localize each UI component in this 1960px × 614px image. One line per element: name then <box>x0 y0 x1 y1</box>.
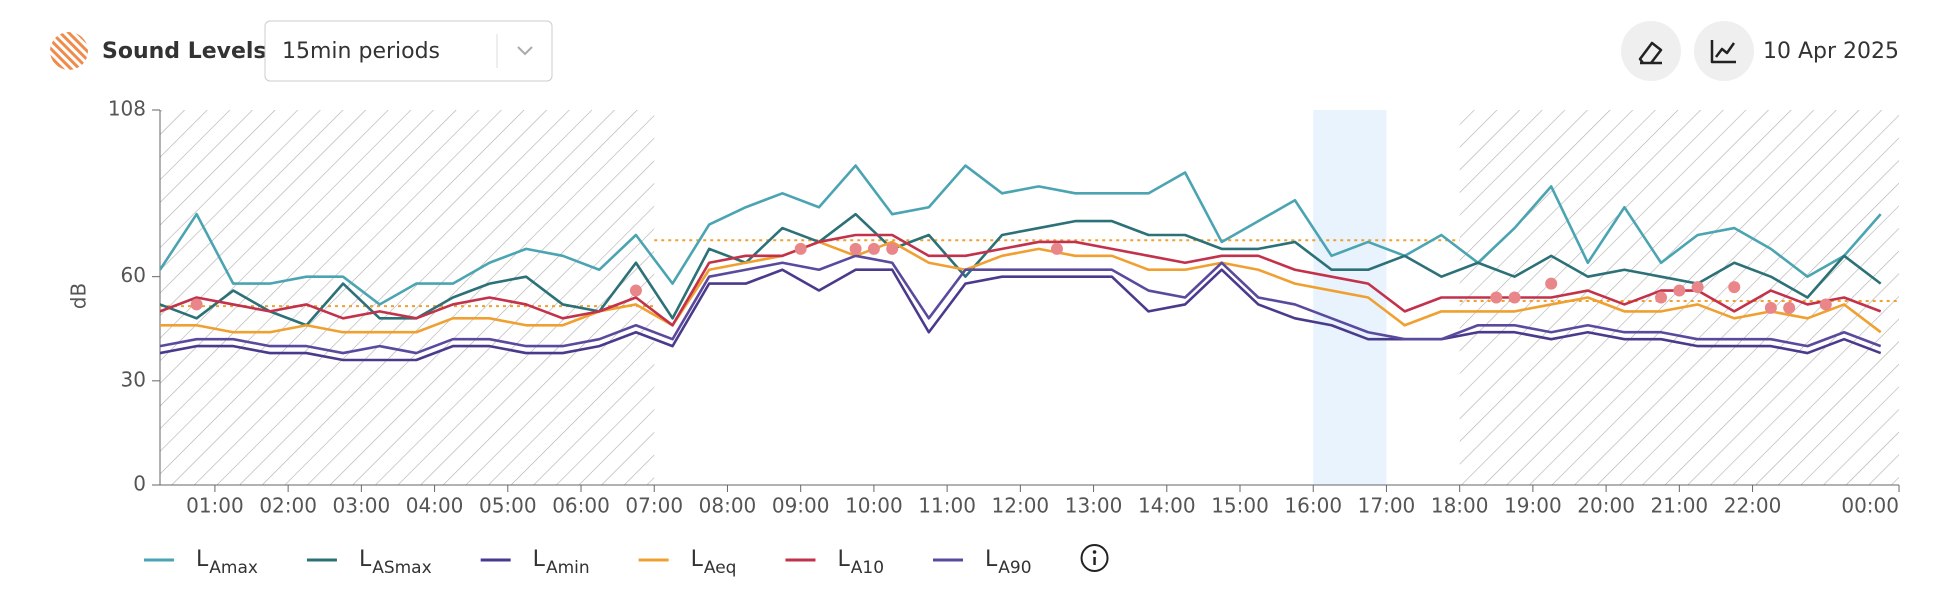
x-tick-label: 15:00 <box>1211 494 1269 518</box>
series-line <box>159 233 1882 327</box>
period-dropdown[interactable]: 15min periods <box>264 20 553 82</box>
legend-subscript: A90 <box>998 558 1031 578</box>
x-tick-label: 21:00 <box>1651 494 1709 518</box>
legend: L Amax L ASmax L Amin L Aeq L A10 L A90 <box>144 544 1109 578</box>
legend-item[interactable]: L Amax <box>144 547 258 578</box>
x-tick-label: 04:00 <box>406 494 464 518</box>
x-tick-label: 22:00 <box>1724 494 1782 518</box>
highlight-period <box>1313 110 1387 485</box>
date: 10 Apr 2025 <box>1763 39 1899 64</box>
x-tick-label: 00:00 <box>1841 494 1899 518</box>
legend-item[interactable]: L Aeq <box>638 547 737 578</box>
x-tick-label: 06:00 <box>552 494 610 518</box>
legend-item[interactable]: L A90 <box>933 547 1032 578</box>
legend-symbol: L <box>691 547 704 572</box>
legend-symbol: L <box>985 547 998 572</box>
dropdown-value: 15min periods <box>282 39 440 64</box>
exceedance-marker <box>629 284 642 297</box>
x-tick-label: 13:00 <box>1065 494 1123 518</box>
info-icon[interactable] <box>1080 544 1109 572</box>
y-tick-label: 0 <box>133 472 146 496</box>
logo <box>50 32 88 70</box>
exceedance-marker <box>1728 281 1741 294</box>
exceedance-marker <box>1691 281 1704 294</box>
exceedance-marker <box>1764 301 1777 314</box>
series-line <box>159 254 1882 355</box>
legend-symbol: L <box>533 547 546 572</box>
eraser-icon <box>1638 41 1663 65</box>
legend-subscript: A10 <box>851 558 884 578</box>
exceedance-marker <box>1783 301 1796 314</box>
legend-symbol: L <box>196 547 209 572</box>
info-dot <box>1092 550 1097 554</box>
x-tick-label: 03:00 <box>333 494 391 518</box>
x-tick-label: 20:00 <box>1577 494 1635 518</box>
legend-subscript: Amax <box>209 558 258 578</box>
exceedance-marker <box>1545 277 1558 290</box>
y-tick-label: 108 <box>108 97 146 121</box>
x-tick-label: 02:00 <box>259 494 317 518</box>
x-tick-label: 11:00 <box>918 494 976 518</box>
x-tick-label: 16:00 <box>1284 494 1342 518</box>
legend-subscript: Aeq <box>704 558 737 578</box>
series-line <box>158 164 1882 306</box>
info-circle <box>1080 544 1109 572</box>
chart-button[interactable] <box>1694 21 1754 81</box>
y-axis-label: dB <box>67 283 91 309</box>
x-tick-label: 08:00 <box>699 494 757 518</box>
exceedance-marker <box>867 242 880 255</box>
series-line <box>160 240 1882 334</box>
legend-symbol: L <box>359 547 372 572</box>
title: Sound Levels <box>102 39 267 64</box>
legend-symbol: L <box>837 547 850 572</box>
legend-subscript: Amin <box>546 558 590 578</box>
y-tick-label: 30 <box>121 367 146 391</box>
button-bg[interactable] <box>1621 21 1681 81</box>
x-tick-label: 09:00 <box>772 494 830 518</box>
exceedance-marker <box>1050 242 1063 255</box>
y-tick-label: 60 <box>121 263 146 287</box>
x-tick-label: 12:00 <box>992 494 1050 518</box>
x-tick-label: 07:00 <box>625 494 683 518</box>
series-line <box>159 212 1882 327</box>
exceedance-marker <box>1819 298 1832 311</box>
legend-item[interactable]: L Amin <box>480 547 590 578</box>
exceedance-marker <box>1655 291 1668 304</box>
exceedance-marker <box>190 298 203 311</box>
exceedance-marker <box>849 242 862 255</box>
night-period <box>160 110 655 485</box>
legend-item[interactable]: L A10 <box>785 547 884 578</box>
exceedance-marker <box>886 242 899 255</box>
x-tick-label: 10:00 <box>845 494 903 518</box>
exceedance-marker <box>1673 284 1686 297</box>
x-tick-label: 18:00 <box>1431 494 1489 518</box>
exceedance-marker <box>1508 291 1521 304</box>
x-tick-label: 05:00 <box>479 494 537 518</box>
eraser-button[interactable] <box>1621 21 1681 81</box>
x-tick-label: 14:00 <box>1138 494 1196 518</box>
x-tick-label: 01:00 <box>186 494 244 518</box>
x-tick-label: 17:00 <box>1358 494 1416 518</box>
plot: 0 30 60 108 01:00 02:00 03:00 04:00 05:00 06:00 07… <box>108 97 1900 518</box>
exceedance-marker <box>1490 291 1503 304</box>
legend-subscript: ASmax <box>372 558 431 578</box>
exceedance-marker <box>794 242 807 255</box>
x-tick-label: 19:00 <box>1504 494 1562 518</box>
chevron[interactable] <box>517 46 533 56</box>
dropdown-box[interactable] <box>264 20 553 82</box>
chart-icon <box>1710 40 1736 64</box>
legend-item[interactable]: L ASmax <box>306 547 432 578</box>
series-line <box>159 268 1882 362</box>
